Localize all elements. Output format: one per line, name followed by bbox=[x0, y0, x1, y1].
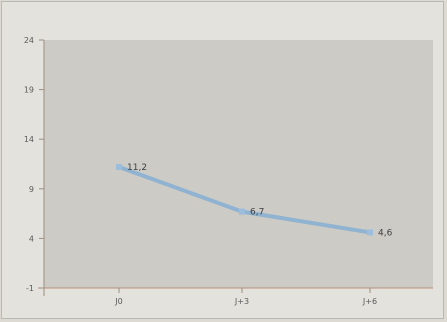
data-point-marker bbox=[239, 208, 245, 215]
y-tick-label: 14 bbox=[24, 135, 34, 144]
line-chart: -1 4 9 14 19 24 J0 J+3 J+6 11,2 6,7 4,6 bbox=[24, 36, 433, 306]
data-label: 11,2 bbox=[127, 163, 147, 173]
y-tick-label: -1 bbox=[26, 284, 34, 293]
plot-area bbox=[44, 40, 433, 288]
y-tick-label: 19 bbox=[24, 86, 34, 95]
data-point-marker bbox=[367, 229, 373, 236]
y-tick-label: 9 bbox=[29, 185, 34, 194]
y-tick-label: 24 bbox=[24, 36, 34, 45]
y-tick-label: 4 bbox=[29, 234, 34, 243]
x-tick-label: J+6 bbox=[362, 297, 377, 306]
x-tick-label: J+3 bbox=[234, 297, 249, 306]
data-label: 6,7 bbox=[250, 208, 264, 218]
x-tick-label: J0 bbox=[114, 297, 122, 306]
data-label: 4,6 bbox=[378, 228, 393, 238]
chart-frame: -1 4 9 14 19 24 J0 J+3 J+6 11,2 6,7 4,6 bbox=[1, 1, 444, 319]
data-point-marker bbox=[116, 163, 122, 170]
